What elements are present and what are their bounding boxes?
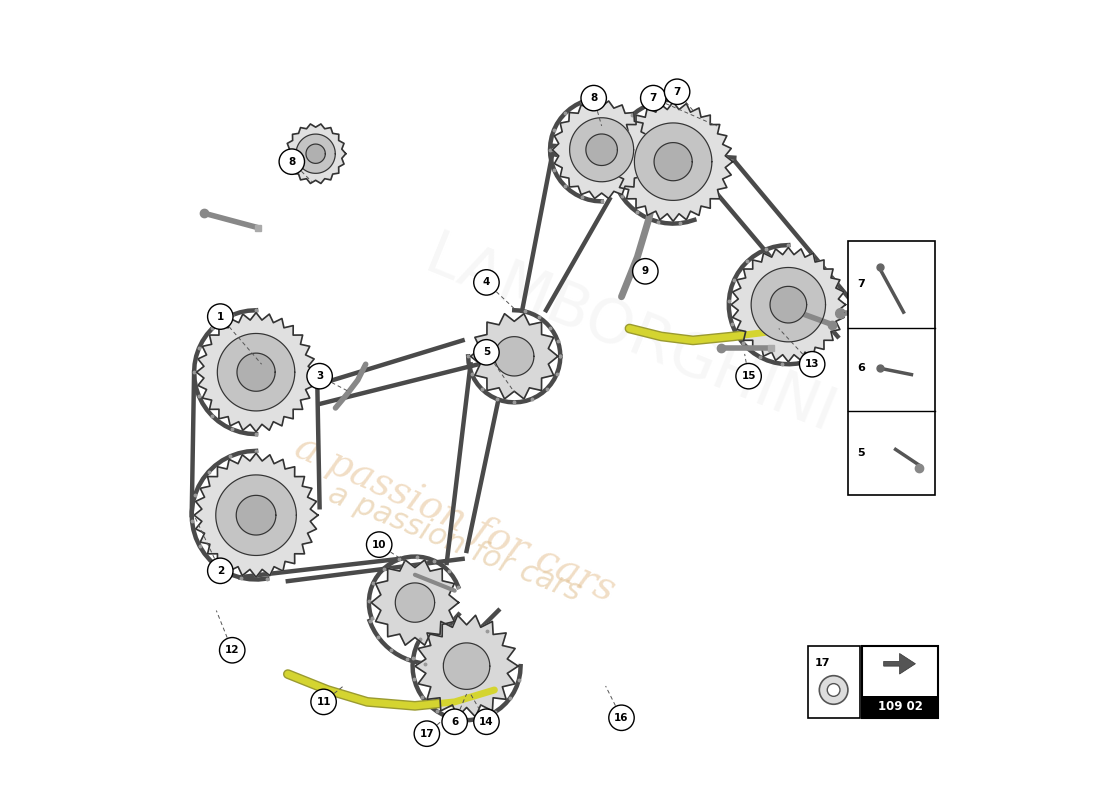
Text: 12: 12 [877,296,891,306]
Bar [808,646,860,718]
Circle shape [736,363,761,389]
Text: 1: 1 [217,311,224,322]
Text: 8: 8 [590,93,597,103]
Polygon shape [236,353,275,391]
Text: 3: 3 [316,371,323,381]
Circle shape [220,638,245,663]
Circle shape [664,79,690,105]
Text: 2: 2 [217,566,224,576]
Text: 7: 7 [858,279,866,290]
Bar [862,646,937,718]
Polygon shape [372,560,459,645]
Circle shape [608,705,635,730]
Polygon shape [570,118,634,182]
Polygon shape [415,615,518,717]
Text: 7: 7 [673,86,681,97]
Text: 16: 16 [614,713,629,722]
Text: a passion for cars: a passion for cars [288,429,620,610]
Text: 6: 6 [451,717,459,726]
Circle shape [581,86,606,111]
Text: 10: 10 [372,539,386,550]
Circle shape [474,340,499,365]
Text: 15: 15 [741,371,756,381]
Text: 8: 8 [288,157,296,166]
Text: a passion for cars: a passion for cars [324,479,585,607]
Text: 7: 7 [650,93,657,103]
Polygon shape [395,583,434,622]
Circle shape [208,558,233,583]
Polygon shape [552,101,651,198]
Circle shape [415,721,440,746]
Polygon shape [471,314,558,399]
Circle shape [311,689,337,714]
Polygon shape [635,123,712,200]
Polygon shape [443,643,490,690]
Text: 17: 17 [419,729,435,738]
Circle shape [474,270,499,295]
Polygon shape [751,267,825,342]
Polygon shape [296,134,336,174]
Polygon shape [197,313,316,432]
Circle shape [827,684,840,696]
Polygon shape [732,247,846,362]
Circle shape [474,709,499,734]
Circle shape [307,363,332,389]
Polygon shape [654,142,692,181]
Text: 5: 5 [483,347,491,358]
Polygon shape [216,475,296,555]
Bar [848,241,935,495]
Text: LAMBORGHINI: LAMBORGHINI [416,227,843,446]
Polygon shape [286,124,345,183]
Text: 13: 13 [805,359,820,370]
Polygon shape [770,286,806,323]
Polygon shape [218,334,295,411]
Circle shape [820,676,848,704]
Bar [862,695,937,718]
Text: 109 02: 109 02 [878,700,923,713]
Text: 17: 17 [814,658,830,668]
Text: 11: 11 [317,697,331,707]
Polygon shape [236,495,276,535]
Circle shape [640,86,666,111]
Circle shape [442,709,468,734]
Text: 9: 9 [641,266,649,276]
Circle shape [279,149,305,174]
Text: 5: 5 [858,448,865,458]
Polygon shape [586,134,617,166]
Polygon shape [883,654,915,674]
Text: 6: 6 [858,363,866,374]
Text: 14: 14 [480,717,494,726]
Circle shape [871,288,896,314]
Polygon shape [194,454,318,577]
Polygon shape [306,144,326,163]
Text: 4: 4 [483,278,491,287]
Polygon shape [495,337,534,376]
Circle shape [366,532,392,558]
Text: 12: 12 [226,646,240,655]
Circle shape [800,351,825,377]
Polygon shape [614,102,733,222]
Circle shape [208,304,233,330]
Circle shape [632,258,658,284]
